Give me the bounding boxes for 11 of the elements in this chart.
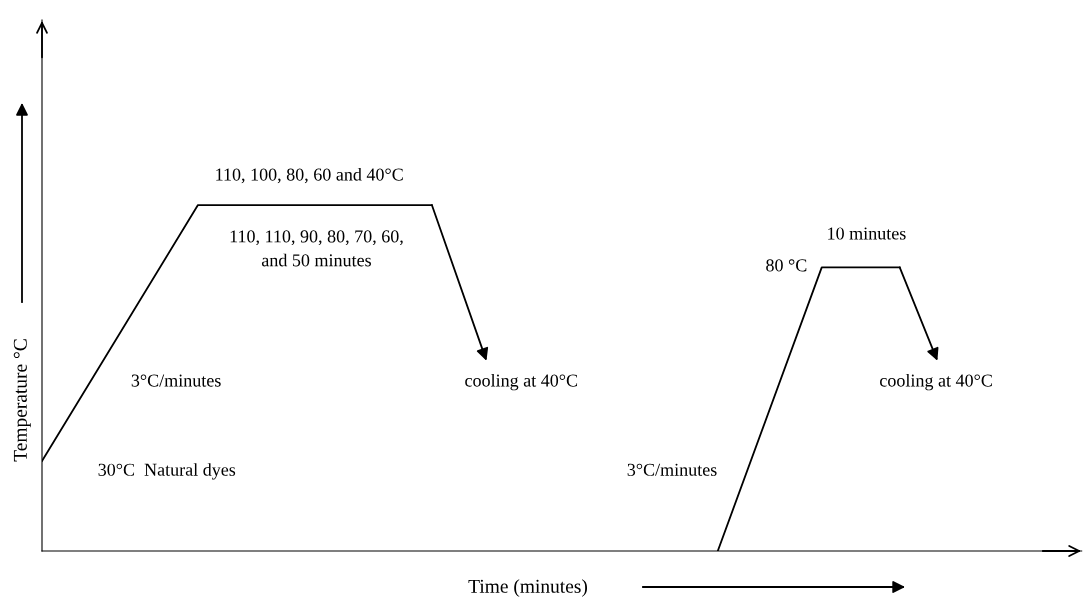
annotation: 110, 110, 90, 80, 70, 60, and 50 minutes <box>230 230 403 267</box>
y-axis-title: Temperature °C <box>13 339 31 462</box>
x-axis-title: Time (minutes) <box>468 579 588 597</box>
annotation: 30°C Natural dyes <box>98 463 236 480</box>
annotation: 3°C/minutes <box>131 374 221 387</box>
annotation: 80 °C <box>766 259 807 272</box>
annotation: cooling at 40°C <box>880 373 992 391</box>
annotation: 3°C/minutes <box>627 463 717 476</box>
annotation: 10 minutes <box>828 227 906 240</box>
text: 110, 100, 80, 60 and 40°C <box>216 167 403 184</box>
annotation: cooling at 40°C <box>465 373 578 391</box>
